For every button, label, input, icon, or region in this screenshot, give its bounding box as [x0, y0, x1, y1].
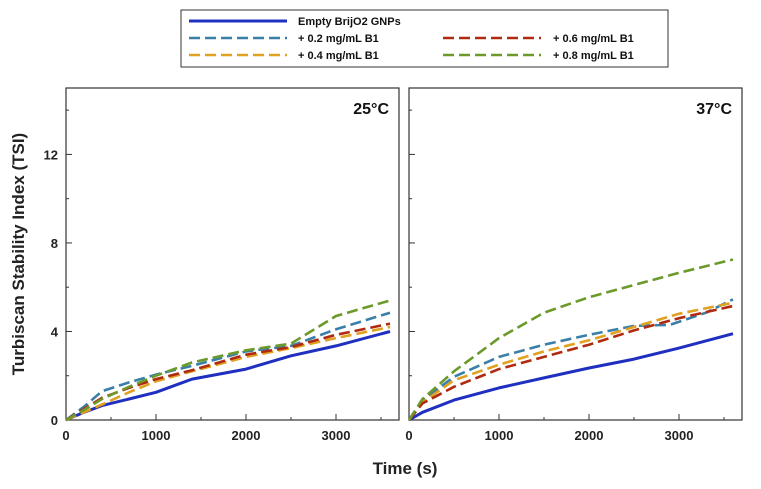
x-tick-label: 2000: [575, 428, 604, 443]
legend-label: + 0.8 mg/mL B1: [553, 50, 634, 62]
x-tick-label: 0: [405, 428, 412, 443]
y-axis-title: Turbiscan Stability Index (TSI): [9, 133, 28, 375]
legend-label: + 0.2 mg/mL B1: [298, 33, 379, 45]
legend: Empty BrijO2 GNPs + 0.2 mg/mL B1 + 0.6 mg/…: [180, 9, 669, 68]
series-line-0-2-mg-ml-b1: [407, 298, 734, 421]
series-line-empty-brijo2-gnps: [65, 330, 391, 422]
series-line-0-8-mg-ml-b1: [407, 258, 734, 421]
series-line-0-4-mg-ml-b1: [407, 301, 734, 421]
panel-title: 25°C: [353, 101, 389, 118]
plot-frame: [65, 87, 400, 421]
x-tick-label: 2000: [232, 428, 261, 443]
y-tick-label: 12: [44, 147, 58, 162]
legend-label: + 0.6 mg/mL B1: [553, 33, 634, 45]
y-tick-label: 0: [51, 413, 58, 428]
series-line-empty-brijo2-gnps: [408, 332, 734, 422]
panel-25c: 0 1000 2000 3000 0 4 8 12 25°C: [44, 87, 400, 443]
series-line-0-6-mg-ml-b1: [65, 322, 391, 422]
y-tick-label: 8: [51, 236, 58, 251]
series-line-0-4-mg-ml-b1: [65, 325, 391, 422]
legend-label: + 0.4 mg/mL B1: [298, 50, 379, 62]
x-axis-title: Time (s): [373, 459, 438, 478]
x-tick-label: 1000: [142, 428, 171, 443]
panel-37c: 0 1000 2000 3000 37°C: [405, 87, 743, 443]
series-line-0-8-mg-ml-b1: [65, 299, 391, 422]
x-tick-label: 0: [62, 428, 69, 443]
x-tick-label: 1000: [485, 428, 514, 443]
x-tick-label: 3000: [665, 428, 694, 443]
series-line-0-6-mg-ml-b1: [407, 304, 734, 421]
y-tick-label: 4: [51, 324, 59, 339]
x-tick-label: 3000: [322, 428, 351, 443]
plot-frame: [408, 87, 743, 421]
legend-label: Empty BrijO2 GNPs: [298, 16, 401, 28]
panel-title: 37°C: [696, 101, 732, 118]
